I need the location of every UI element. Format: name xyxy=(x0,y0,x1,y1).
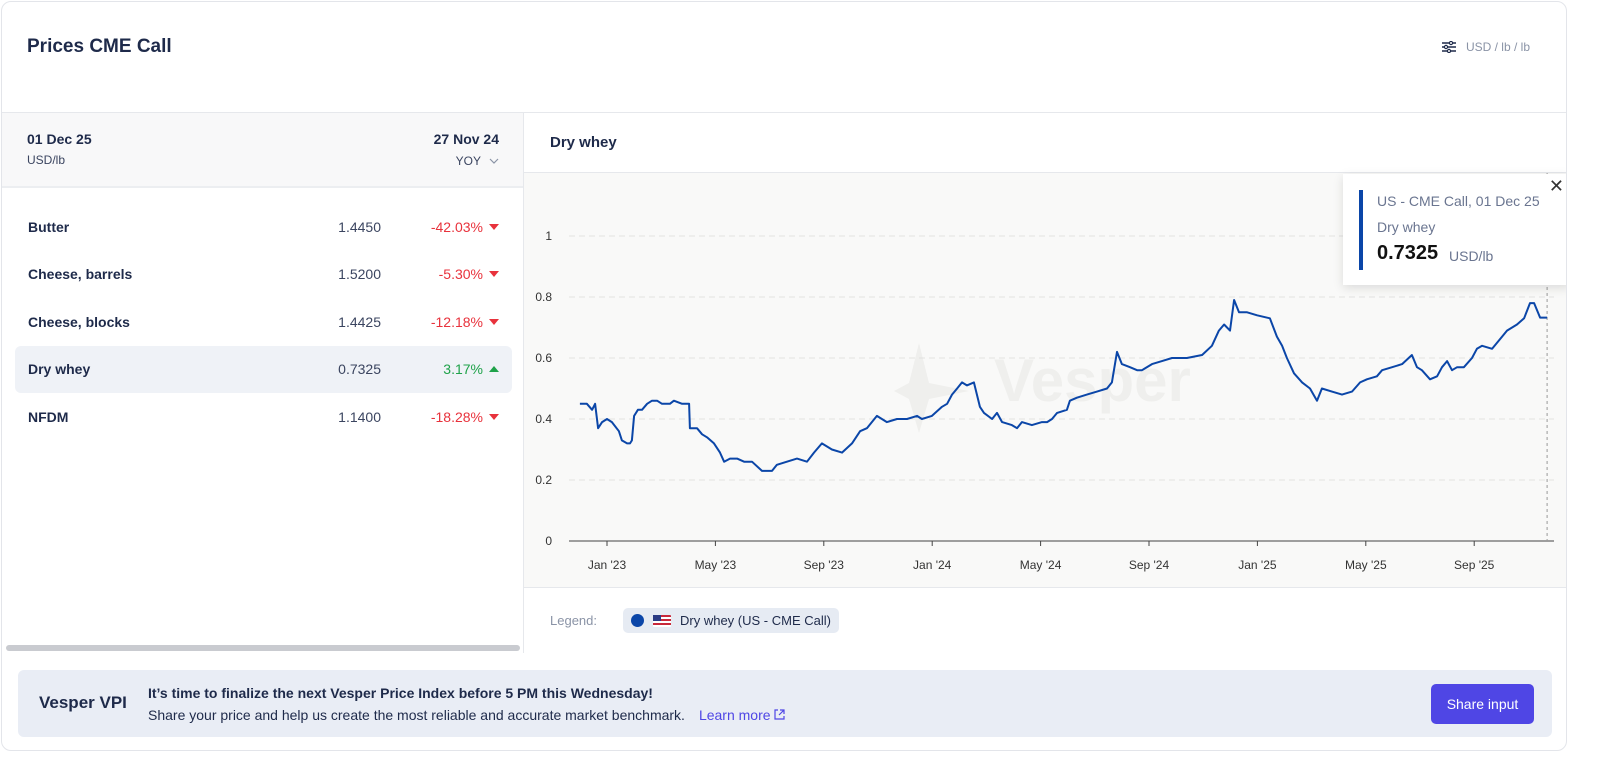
banner-headline: It’s time to finalize the next Vesper Pr… xyxy=(148,685,653,701)
y-tick-label: 0.4 xyxy=(535,412,552,426)
tooltip-value: 0.7325 xyxy=(1377,242,1439,264)
unit-selector[interactable]: USD / lb / lb xyxy=(1441,40,1530,54)
x-tick-label: Jan '23 xyxy=(588,558,627,572)
product-price: 0.7325 xyxy=(338,361,381,377)
y-tick-label: 1 xyxy=(545,229,552,243)
price-list-header: 01 Dec 25 USD/lb 27 Nov 24 YOY xyxy=(2,113,523,188)
share-input-button[interactable]: Share input xyxy=(1431,684,1534,724)
chart-title: Dry whey xyxy=(550,134,617,151)
compare-date: 27 Nov 24 xyxy=(433,131,499,147)
product-name: NFDM xyxy=(28,408,69,425)
product-name: Butter xyxy=(28,218,70,235)
x-tick-label: May '24 xyxy=(1020,558,1062,572)
arrow-down-icon xyxy=(489,318,499,325)
legend-item[interactable]: Dry whey (US - CME Call) xyxy=(623,608,839,633)
product-change: -5.30% xyxy=(438,266,483,282)
x-tick-label: Sep '25 xyxy=(1454,558,1495,572)
product-price: 1.1400 xyxy=(338,408,381,425)
product-name: Cheese, blocks xyxy=(28,313,130,330)
x-tick-label: Sep '24 xyxy=(1129,558,1170,572)
y-tick-label: 0.8 xyxy=(535,290,552,304)
chart-tooltip: US - CME Call, 01 Dec 25 Dry whey 0.7325… xyxy=(1343,174,1566,285)
series-dot-icon xyxy=(631,614,644,627)
product-name: Dry whey xyxy=(28,361,91,377)
prices-card: Prices CME Call USD / lb / lb 01 Dec 25 … xyxy=(1,1,1567,751)
tooltip-product: Dry whey xyxy=(1377,219,1436,235)
x-tick-label: Jan '24 xyxy=(913,558,952,572)
arrow-up-icon xyxy=(489,366,499,372)
page-title: Prices CME Call xyxy=(27,36,172,57)
learn-more-label: Learn more xyxy=(698,707,771,723)
vpi-banner: Vesper VPI It’s time to finalize the nex… xyxy=(18,670,1552,737)
tooltip-accent xyxy=(1359,190,1363,270)
compare-mode: YOY xyxy=(455,154,481,168)
product-change: -42.03% xyxy=(430,218,483,235)
chevron-down-icon xyxy=(489,158,499,164)
card-header: Prices CME Call USD / lb / lb xyxy=(2,2,1566,113)
arrow-down-icon xyxy=(489,271,499,277)
product-change: -12.18% xyxy=(430,313,483,330)
chart-header: Dry whey xyxy=(524,113,1566,173)
price-row[interactable]: Cheese, blocks 1.4425 -12.18% xyxy=(15,298,512,345)
watermark: Vesper xyxy=(994,347,1191,414)
price-row[interactable]: Dry whey 0.7325 3.17% xyxy=(15,345,512,393)
product-name: Cheese, barrels xyxy=(28,266,133,282)
product-price: 1.5200 xyxy=(338,266,381,282)
x-tick-label: May '23 xyxy=(695,558,737,572)
arrow-down-icon xyxy=(489,223,499,230)
horizontal-scrollbar[interactable] xyxy=(6,645,520,651)
price-list-panel: 01 Dec 25 USD/lb 27 Nov 24 YOY Butter 1.… xyxy=(2,113,524,653)
current-date: 01 Dec 25 xyxy=(27,131,92,147)
banner-brand: Vesper VPI xyxy=(39,693,127,712)
series-line-dry-whey xyxy=(579,299,1548,472)
banner-message-text: Share your price and help us create the … xyxy=(148,707,685,723)
legend-item-label: Dry whey (US - CME Call) xyxy=(680,613,831,628)
us-flag-icon xyxy=(653,614,671,627)
product-change: -18.28% xyxy=(430,408,483,425)
watermark-star-icon xyxy=(894,343,969,433)
tooltip-unit: USD/lb xyxy=(1449,248,1494,264)
close-icon[interactable]: ✕ xyxy=(1548,176,1564,196)
legend: Legend: Dry whey (US - CME Call) xyxy=(524,588,1566,653)
unit: USD/lb xyxy=(27,153,66,167)
y-tick-label: 0.6 xyxy=(535,351,552,365)
product-price: 1.4425 xyxy=(338,313,381,330)
tooltip-source: US - CME Call, 01 Dec 25 xyxy=(1377,193,1540,209)
product-price: 1.4450 xyxy=(338,218,381,235)
banner-message: Share your price and help us create the … xyxy=(148,707,786,723)
sliders-icon xyxy=(1441,41,1456,53)
price-row[interactable]: NFDM 1.1400 -18.28% xyxy=(15,393,512,440)
y-tick-label: 0.2 xyxy=(535,473,552,487)
learn-more-link[interactable]: Learn more xyxy=(698,707,786,723)
legend-label: Legend: xyxy=(550,613,597,628)
x-tick-label: Jan '25 xyxy=(1238,558,1277,572)
chart-area[interactable]: Vesper 0 0.2 0.4 0.6 0.8 1 Jan '23 May '23 Sep '2… xyxy=(524,173,1566,588)
price-row[interactable]: Cheese, barrels 1.5200 -5.30% xyxy=(15,251,512,298)
unit-label: USD / lb / lb xyxy=(1465,40,1530,54)
chart-panel: Dry whey Vesper 0 0.2 0.4 0.6 0.8 1 Jan '23 May … xyxy=(524,113,1566,653)
x-tick-label: May '25 xyxy=(1345,558,1387,572)
price-row[interactable]: Butter 1.4450 -42.03% xyxy=(15,203,512,250)
product-change: 3.17% xyxy=(443,361,483,377)
y-tick-label: 0 xyxy=(545,534,552,548)
compare-mode-dropdown[interactable]: YOY xyxy=(456,154,499,168)
external-link-icon xyxy=(774,709,786,720)
arrow-down-icon xyxy=(489,413,499,420)
x-tick-label: Sep '23 xyxy=(804,558,845,572)
